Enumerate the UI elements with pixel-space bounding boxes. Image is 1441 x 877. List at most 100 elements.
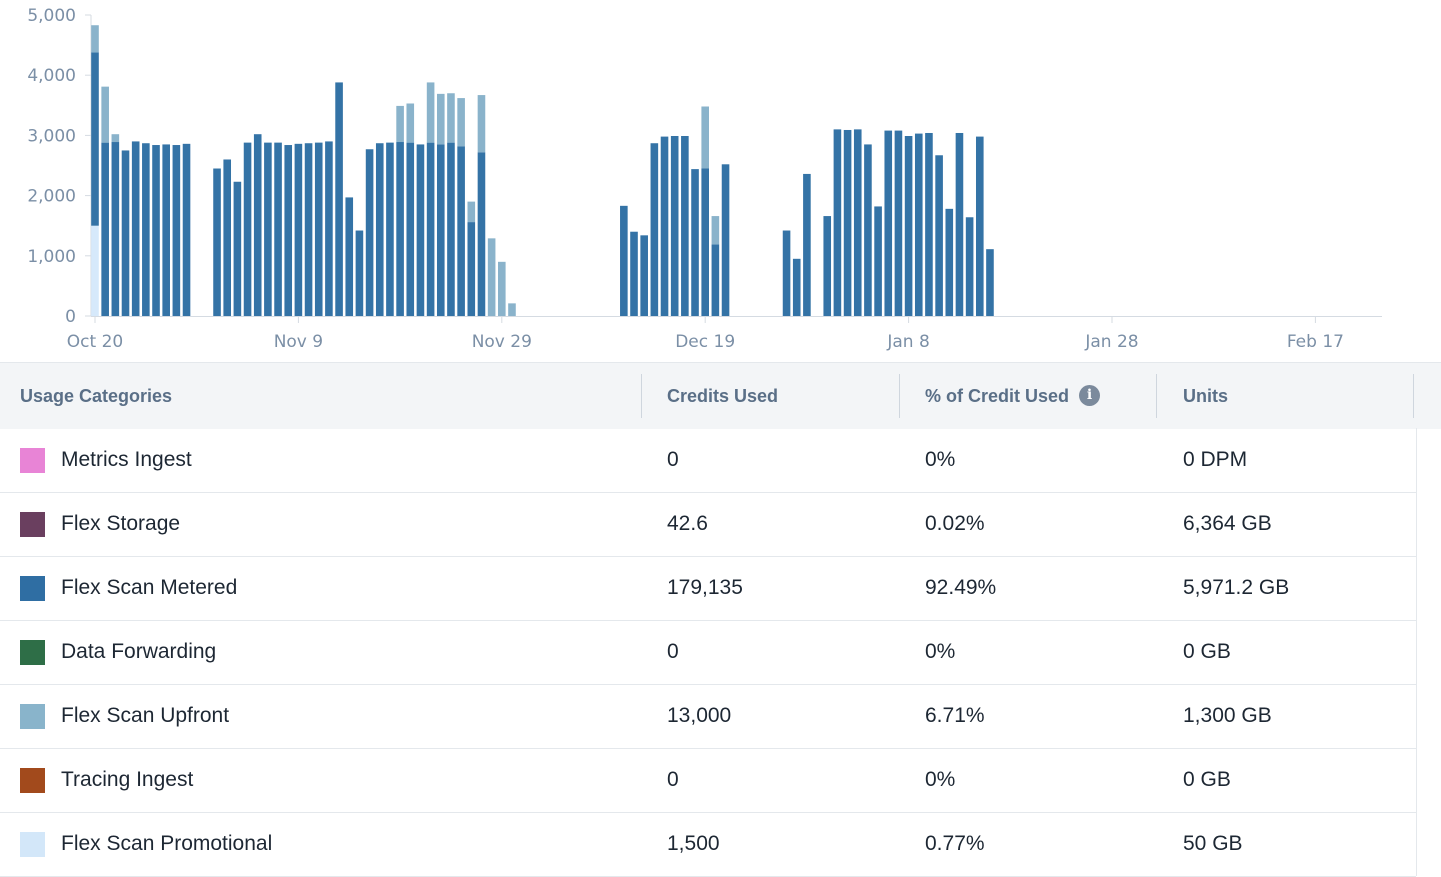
bar-flex-scan-metered — [650, 143, 659, 316]
bar-flex-scan-upfront — [498, 261, 506, 316]
bar-flex-scan-metered — [365, 149, 374, 316]
bar-flex-scan-metered — [253, 134, 262, 316]
table-row[interactable]: Tracing Ingest 0 0% 0 GB — [0, 748, 1416, 813]
category-color-swatch — [20, 448, 45, 473]
bar-flex-scan-metered — [294, 143, 303, 316]
bar-flex-scan-upfront — [447, 93, 455, 143]
bar-flex-scan-metered — [853, 129, 862, 316]
bar-flex-scan-metered — [792, 258, 801, 316]
bar-flex-scan-metered — [691, 169, 699, 316]
credits-used-value: 42.6 — [667, 512, 708, 535]
header-divider — [1156, 374, 1157, 418]
percent-credit-value: 0.77% — [925, 832, 985, 855]
bar-flex-scan-metered — [457, 146, 465, 316]
header-units[interactable]: Units — [1183, 386, 1228, 406]
bar-flex-scan-metered — [986, 249, 994, 316]
units-value: 1,300 GB — [1183, 704, 1272, 727]
bar-flex-scan-metered — [213, 168, 221, 316]
x-tick-label: Jan 28 — [1084, 332, 1138, 352]
bar-flex-scan-metered — [914, 133, 923, 316]
percent-credit-value: 0% — [925, 448, 956, 471]
table-row[interactable]: Flex Storage 42.6 0.02% 6,364 GB — [0, 492, 1416, 557]
bar-flex-scan-upfront — [487, 238, 496, 316]
header-divider — [899, 374, 900, 418]
y-tick-label: 1,000 — [27, 247, 76, 267]
bar-flex-scan-metered — [823, 216, 832, 316]
percent-credit-value: 92.49% — [925, 576, 997, 599]
bar-flex-scan-metered — [416, 144, 425, 316]
units-value: 5,971.2 GB — [1183, 576, 1290, 599]
bar-flex-scan-metered — [864, 144, 872, 316]
units-value: 6,364 GB — [1183, 512, 1272, 535]
bar-flex-scan-metered — [101, 142, 109, 316]
percent-credit-value: 0% — [925, 768, 956, 791]
bar-flex-scan-metered — [803, 173, 811, 316]
bar-flex-scan-metered — [406, 142, 415, 316]
bar-flex-scan-metered — [345, 197, 354, 316]
category-color-swatch — [20, 704, 45, 729]
category-name: Flex Scan Promotional — [61, 832, 273, 855]
bar-flex-scan-metered — [711, 244, 720, 316]
category-name: Flex Scan Upfront — [61, 704, 230, 727]
bar-flex-scan-metered — [833, 129, 842, 316]
y-tick-label: 5,000 — [27, 6, 76, 26]
bar-flex-scan-metered — [274, 142, 282, 316]
bar-flex-scan-metered — [121, 150, 130, 316]
table-row[interactable]: Data Forwarding 0 0% 0 GB — [0, 620, 1416, 685]
x-tick-label: Feb 17 — [1287, 332, 1344, 352]
bar-flex-scan-upfront — [436, 93, 445, 145]
bar-flex-scan-upfront — [457, 98, 465, 147]
category-name: Data Forwarding — [61, 640, 217, 663]
percent-credit-value: 0.02% — [925, 512, 985, 535]
category-name: Flex Scan Metered — [61, 576, 238, 599]
bar-flex-scan-metered — [935, 155, 943, 316]
table-row[interactable]: Flex Scan Metered 179,135 92.49% 5,971.2 GB — [0, 556, 1416, 621]
header-divider — [641, 374, 642, 418]
bar-flex-scan-metered — [131, 141, 140, 316]
table-row[interactable]: Flex Scan Upfront 13,000 6.71% 1,300 GB — [0, 684, 1416, 749]
x-tick-label: Nov 29 — [472, 332, 532, 352]
bar-flex-scan-metered — [965, 217, 974, 316]
bar-flex-scan-metered — [396, 142, 404, 316]
bar-flex-scan-metered — [355, 230, 364, 316]
bar-flex-scan-metered — [894, 130, 903, 316]
table-body: Metrics Ingest 0 0% 0 DPM Flex Storage 42.6 0.… — [0, 428, 1417, 877]
y-tick-label: 0 — [65, 307, 76, 327]
category-name: Flex Storage — [61, 512, 181, 535]
bar-flex-scan-metered — [782, 230, 791, 316]
units-value: 0 GB — [1183, 768, 1231, 791]
credits-used-value: 0 — [667, 448, 679, 471]
bar-flex-scan-metered — [447, 142, 455, 316]
info-icon[interactable]: i — [1079, 384, 1101, 406]
header-credits-used[interactable]: Credits Used — [667, 386, 779, 406]
bar-flex-scan-metered — [721, 164, 730, 316]
bar-flex-scan-upfront — [701, 106, 709, 169]
bar-flex-scan-metered — [172, 145, 181, 316]
units-value: 0 GB — [1183, 640, 1231, 663]
bar-flex-scan-metered — [874, 206, 882, 316]
table-header: Usage Categories Credits Used % of Credi… — [0, 362, 1441, 429]
bar-flex-scan-upfront — [467, 201, 476, 223]
bar-flex-scan-metered — [467, 222, 476, 316]
usage-chart-svg: 0 1,000 2,000 3,000 4,000 5,000 Oct 20 Nov 9 Nov… — [27, 6, 1382, 352]
bar-flex-scan-metered — [111, 142, 120, 316]
table-row[interactable]: Metrics Ingest 0 0% 0 DPM — [0, 428, 1416, 493]
bar-flex-scan-promotional — [91, 225, 99, 316]
bar-flex-scan-metered — [904, 136, 913, 316]
bar-flex-scan-upfront — [711, 216, 720, 245]
table-row[interactable]: Flex Scan Promotional 1,500 0.77% 50 GB — [0, 812, 1416, 877]
bar-flex-scan-upfront — [91, 25, 99, 53]
category-color-swatch — [20, 768, 45, 793]
x-tick-label: Dec 19 — [675, 332, 735, 352]
bar-flex-scan-metered — [162, 144, 170, 316]
bar-flex-scan-metered — [314, 142, 323, 316]
bar-flex-scan-upfront — [426, 82, 435, 143]
header-percent-credit-used[interactable]: % of Credit Used i — [925, 363, 1101, 429]
bar-flex-scan-metered — [325, 141, 333, 316]
header-usage-categories[interactable]: Usage Categories — [20, 386, 173, 406]
category-color-swatch — [20, 512, 45, 537]
category-color-swatch — [20, 832, 45, 857]
bar-flex-scan-metered — [375, 143, 384, 316]
bar-flex-scan-metered — [620, 205, 628, 316]
bar-flex-scan-metered — [91, 52, 99, 226]
